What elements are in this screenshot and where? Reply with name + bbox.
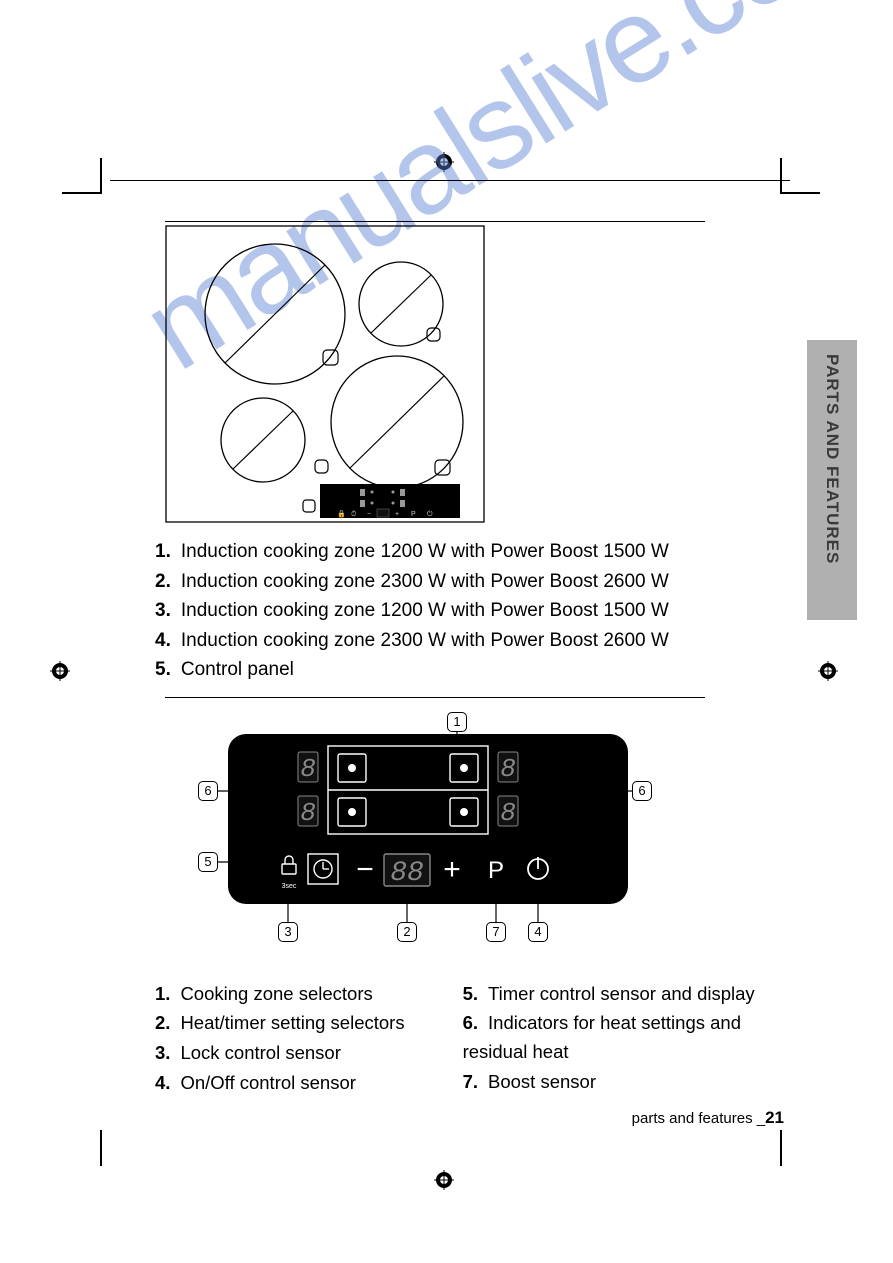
callout-6: 6 xyxy=(632,781,652,801)
control-panel-diagram: 8 8 8 8 3sec − xyxy=(200,716,700,966)
section-tab: PARTS AND FEATURES xyxy=(807,340,857,620)
crop-mark xyxy=(62,192,102,194)
panel-legend: 1.Cooking zone selectors 2.Heat/timer se… xyxy=(155,980,790,1099)
svg-text:8: 8 xyxy=(300,754,316,784)
callout-4: 4 xyxy=(528,922,548,942)
hob-diagram: 🔒 ⏱ − + P ⏻ xyxy=(165,222,485,524)
svg-text:P: P xyxy=(411,511,416,518)
legend-item: 4.On/Off control sensor xyxy=(155,1069,463,1098)
svg-text:8: 8 xyxy=(500,798,516,828)
page-footer: parts and features _21 xyxy=(110,1108,790,1128)
section-tab-label: PARTS AND FEATURES xyxy=(822,354,842,564)
spec-item: 5.Control panel xyxy=(155,656,790,685)
svg-text:88: 88 xyxy=(390,858,424,889)
svg-text:⏻: ⏻ xyxy=(427,510,433,518)
legend-item: 3.Lock control sensor xyxy=(155,1039,463,1068)
spec-item: 4.Induction cooking zone 2300 W with Pow… xyxy=(155,627,790,656)
callout-6: 6 xyxy=(198,781,218,801)
svg-text:+: + xyxy=(395,511,399,518)
registration-mark-icon xyxy=(50,661,70,681)
spec-item: 3.Induction cooking zone 1200 W with Pow… xyxy=(155,597,790,626)
registration-mark-icon xyxy=(818,661,838,681)
legend-item: 2.Heat/timer setting selectors xyxy=(155,1009,463,1038)
registration-mark-icon xyxy=(434,152,454,172)
spec-item: 1.Induction cooking zone 1200 W with Pow… xyxy=(155,538,790,567)
callout-1: 1 xyxy=(447,712,467,732)
svg-text:−: − xyxy=(367,511,371,518)
callout-5: 5 xyxy=(198,852,218,872)
svg-text:P: P xyxy=(488,857,504,884)
crop-mark xyxy=(780,1130,782,1166)
rule xyxy=(165,697,705,698)
svg-text:+: + xyxy=(443,853,461,886)
svg-text:⏱: ⏱ xyxy=(351,510,357,518)
crop-mark xyxy=(100,1130,102,1166)
spec-item: 2.Induction cooking zone 2300 W with Pow… xyxy=(155,568,790,597)
svg-text:3sec: 3sec xyxy=(282,883,297,890)
callout-3: 3 xyxy=(278,922,298,942)
svg-text:8: 8 xyxy=(300,798,316,828)
legend-item: 6.Indicators for heat settings and resid… xyxy=(463,1009,790,1066)
legend-item: 5.Timer control sensor and display xyxy=(463,980,790,1009)
page-content: 🔒 ⏱ − + P ⏻ 1.Induction cooking zone 120… xyxy=(110,180,790,1128)
callout-2: 2 xyxy=(397,922,417,942)
legend-item: 7.Boost sensor xyxy=(463,1068,790,1097)
registration-mark-icon xyxy=(434,1170,454,1190)
crop-mark xyxy=(100,158,102,194)
callout-7: 7 xyxy=(486,922,506,942)
svg-text:−: − xyxy=(356,853,374,886)
legend-item: 1.Cooking zone selectors xyxy=(155,980,463,1009)
spec-list: 1.Induction cooking zone 1200 W with Pow… xyxy=(155,538,790,685)
svg-text:🔒: 🔒 xyxy=(337,510,346,518)
svg-text:8: 8 xyxy=(500,754,516,784)
